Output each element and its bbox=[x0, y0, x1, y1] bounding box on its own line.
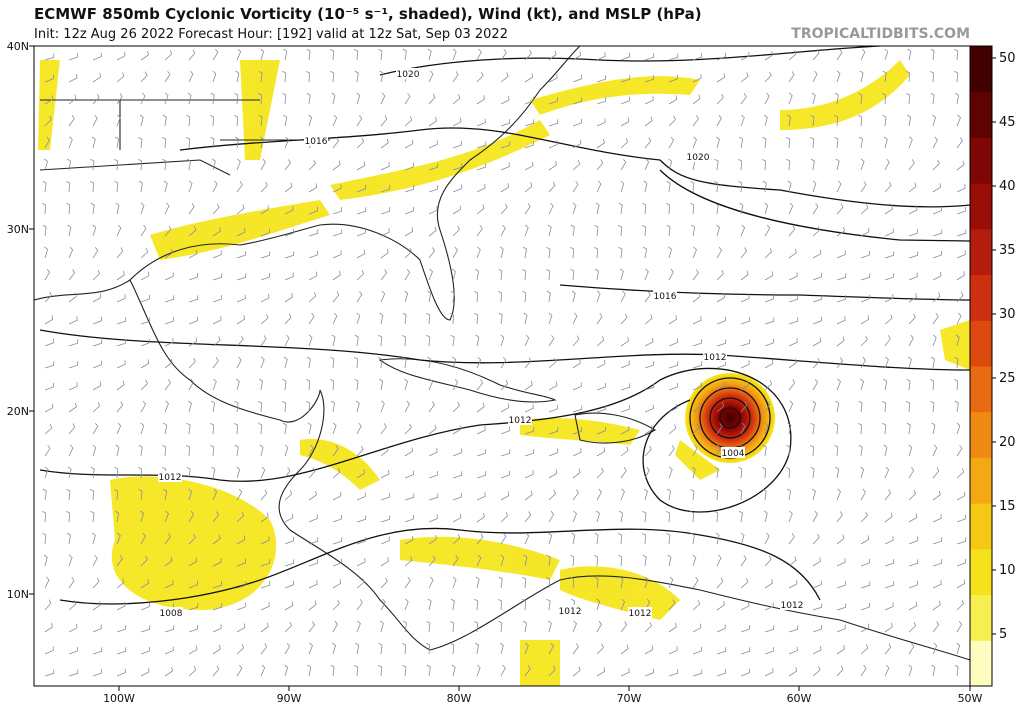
isobar-label-bg bbox=[721, 447, 745, 458]
isobar-label-bg bbox=[780, 599, 804, 610]
colorbar-tick-label: 30 bbox=[999, 307, 1016, 322]
isobar-label: 1012 bbox=[559, 607, 582, 617]
isobar-label-bg bbox=[159, 607, 183, 618]
title: ECMWF 850mb Cyclonic Vorticity (10⁻⁵ s⁻¹… bbox=[34, 5, 702, 23]
isobar-label-bg bbox=[558, 605, 582, 616]
lon-label: 60W bbox=[787, 692, 812, 705]
isobar-label: 1008 bbox=[160, 609, 183, 619]
hurricane-vorticity bbox=[685, 373, 775, 463]
wind-barbs bbox=[41, 48, 967, 677]
lon-label: 80W bbox=[447, 692, 472, 705]
lon-label: 70W bbox=[617, 692, 642, 705]
colorbar-segment bbox=[970, 457, 992, 504]
colorbar-segment bbox=[970, 137, 992, 184]
isobar-label: 1016 bbox=[654, 292, 677, 302]
colorbar-segment bbox=[970, 91, 992, 138]
site-name: TROPICALTIDBITS.COM bbox=[791, 26, 970, 42]
colorbar: 5 10 15 20 25 30 35 40 45 50 bbox=[969, 45, 1016, 687]
colorbar-tick-label: 10 bbox=[999, 563, 1016, 578]
colorbar-tick-label: 35 bbox=[999, 243, 1016, 258]
lat-label: 30N bbox=[7, 223, 29, 236]
colorbar-frame bbox=[969, 45, 993, 687]
colorbar-segment bbox=[970, 46, 992, 93]
subtitle: Init: 12z Aug 26 2022 Forecast Hour: [19… bbox=[34, 27, 508, 42]
colorbar-segment bbox=[970, 320, 992, 367]
colorbar-segment bbox=[970, 411, 992, 458]
colorbar-segment bbox=[970, 366, 992, 413]
colorbar-segment bbox=[970, 503, 992, 550]
isobar-label-bg bbox=[158, 471, 182, 482]
colorbar-segment bbox=[970, 640, 992, 687]
isobar-label: 1020 bbox=[397, 70, 420, 80]
isobar-label-bg bbox=[508, 414, 532, 425]
colorbar-tick-label: 40 bbox=[999, 179, 1016, 194]
isobar-label: 1012 bbox=[509, 416, 532, 426]
vorticity-shading bbox=[38, 60, 970, 686]
map-area: 1020 1020 1016 1016 1012 1012 1012 1012 1012 1012… bbox=[34, 46, 970, 686]
lat-label: 40N bbox=[7, 40, 29, 53]
isobar-label: 1016 bbox=[305, 137, 328, 147]
lon-label: 50W bbox=[958, 692, 983, 705]
lat-label: 10N bbox=[7, 588, 29, 601]
lat-label: 20N bbox=[7, 405, 29, 418]
colorbar-segment bbox=[970, 228, 992, 276]
colorbar-tick-label: 15 bbox=[999, 499, 1016, 514]
isobar-label: 1012 bbox=[159, 473, 182, 483]
colorbar-tick-label: 25 bbox=[999, 371, 1016, 386]
isobar-label: 1004 bbox=[722, 449, 745, 459]
barb-path bbox=[41, 48, 967, 677]
colorbar-segment bbox=[970, 183, 992, 230]
isobar-label-bg bbox=[703, 351, 727, 362]
colorbar-segment bbox=[970, 274, 992, 321]
colorbar-tick-label: 45 bbox=[999, 115, 1016, 130]
lon-label: 100W bbox=[103, 692, 135, 705]
coastlines bbox=[34, 46, 970, 661]
isobar-label: 1012 bbox=[704, 353, 727, 363]
isobar-label-bg bbox=[304, 135, 328, 146]
colorbar-tick-label: 50 bbox=[999, 51, 1016, 66]
colorbar-tick-label: 20 bbox=[999, 435, 1016, 450]
lon-label: 90W bbox=[277, 692, 302, 705]
isobar-label: 1012 bbox=[629, 609, 652, 619]
isobar-label: 1020 bbox=[687, 153, 710, 163]
colorbar-segment bbox=[970, 548, 992, 596]
isobar-label: 1012 bbox=[781, 601, 804, 611]
isobar-label-bg bbox=[686, 151, 710, 162]
isobar-label-bg bbox=[628, 607, 652, 618]
colorbar-tick-label: 5 bbox=[999, 627, 1007, 642]
isobar-label-bg bbox=[396, 68, 420, 79]
isobar-label-bg bbox=[653, 290, 677, 301]
colorbar-segment bbox=[970, 594, 992, 641]
isobars bbox=[39, 46, 970, 605]
